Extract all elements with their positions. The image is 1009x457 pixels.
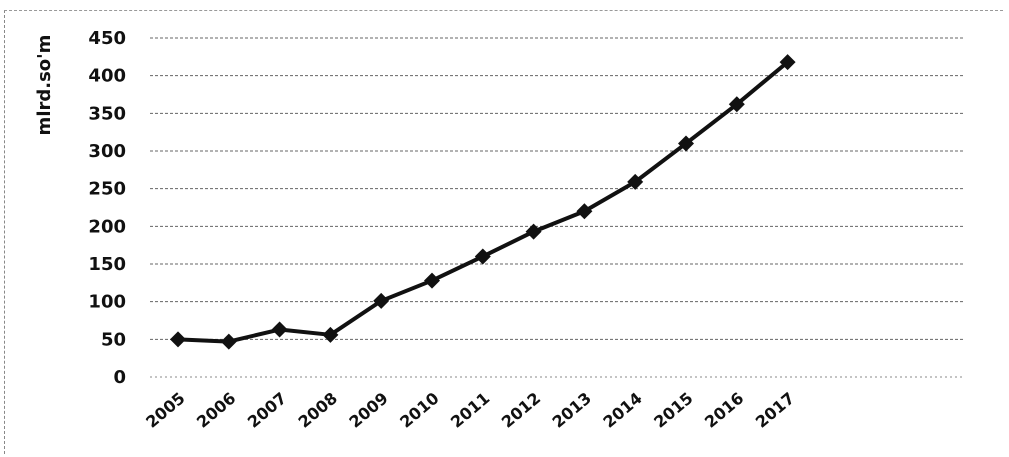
y-tick-label: 100: [88, 292, 126, 313]
data-point: [424, 272, 440, 289]
data-point: [170, 331, 186, 348]
x-tick-label: 2005: [142, 389, 188, 432]
x-tick-label: 2010: [396, 389, 442, 432]
y-tick-labels: 0 50 100 150 200 250 300 350 400 450: [88, 28, 126, 388]
x-tick-label: 2011: [447, 389, 493, 432]
data-point: [779, 54, 796, 71]
y-axis-label: mlrd.so'm: [34, 35, 55, 136]
y-tick-label: 250: [88, 179, 126, 200]
data-point: [576, 203, 593, 220]
x-tick-labels: 2005 2006 2007 2008 2009 2010 2011 2012 2013 2014…: [142, 389, 798, 432]
y-tick-label: 400: [88, 66, 126, 87]
x-tick-label: 2006: [193, 389, 239, 432]
data-point: [474, 248, 491, 265]
grid-lines: [150, 37, 965, 378]
data-point: [728, 96, 745, 113]
y-tick-label: 0: [113, 367, 126, 388]
y-tick-label: 150: [88, 254, 126, 275]
x-tick-label: 2014: [599, 389, 645, 432]
x-tick-label: 2013: [549, 389, 595, 432]
data-point: [678, 135, 694, 152]
y-tick-label: 300: [88, 141, 126, 162]
x-tick-label: 2009: [345, 389, 391, 432]
data-point: [627, 173, 644, 190]
y-tick-label: 200: [88, 216, 126, 237]
data-point: [220, 333, 237, 350]
data-markers: [170, 54, 796, 350]
y-tick-label: 450: [88, 28, 126, 49]
series-line: [176, 60, 790, 344]
chart-frame: [4, 10, 1003, 454]
x-tick-label: 2017: [752, 389, 798, 432]
x-tick-label: 2008: [295, 389, 341, 432]
x-tick-label: 2007: [244, 389, 290, 432]
data-point: [271, 321, 288, 338]
y-tick-label: 350: [88, 103, 126, 124]
x-tick-label: 2012: [498, 389, 544, 432]
y-tick-label: 50: [101, 329, 126, 350]
data-point: [525, 223, 542, 240]
x-tick-label: 2016: [701, 389, 747, 432]
x-tick-label: 2015: [650, 389, 696, 432]
data-point: [373, 292, 390, 309]
data-point: [322, 326, 339, 343]
